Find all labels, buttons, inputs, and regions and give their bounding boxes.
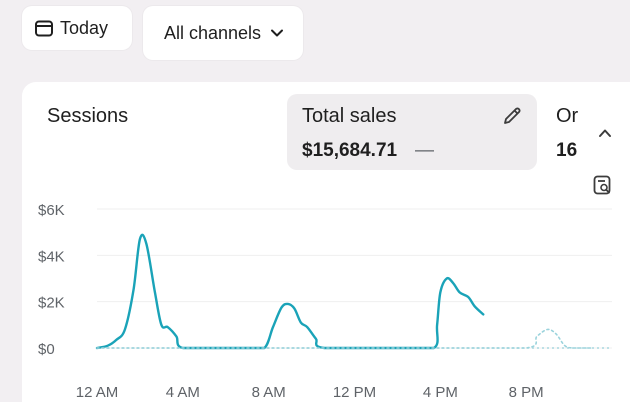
chevron-down-icon [269, 25, 285, 41]
total-sales-value: $15,684.71 [302, 140, 398, 161]
analytics-card: Sessions Total sales $15,684.71 — Or 16 … [22, 82, 630, 402]
sales-series-line [95, 233, 485, 350]
x-tick-label: 8 AM [252, 384, 286, 401]
x-tick-label: 12 PM [333, 384, 376, 401]
date-filter-label: Today [60, 17, 109, 38]
date-filter-button[interactable]: Today [22, 6, 132, 50]
channel-filter-dropdown[interactable]: All channels [143, 6, 303, 60]
total-sales-tab[interactable]: Total sales $15,684.71 — [287, 94, 537, 170]
total-sales-label: Total sales [302, 105, 397, 127]
x-tick-label: 4 AM [166, 384, 200, 401]
x-tick-label: 8 PM [509, 384, 544, 401]
sales-line-chart: $6K $4K $2K $0 12 AM 4 AM 8 AM 12 PM 4 PM 8 PM [38, 202, 612, 401]
channel-filter-label: All channels [164, 22, 262, 43]
y-tick-label: $6K [38, 202, 65, 219]
orders-tab-label[interactable]: Or [556, 105, 579, 127]
pencil-icon[interactable] [500, 104, 524, 128]
y-tick-label: $2K [38, 295, 65, 312]
chevron-up-icon[interactable] [594, 122, 616, 144]
y-tick-label: $4K [38, 248, 65, 265]
comparison-series-line [96, 328, 592, 349]
report-search-icon[interactable] [591, 173, 615, 197]
sessions-tab[interactable]: Sessions [47, 105, 129, 127]
total-sales-change: — [415, 140, 434, 161]
orders-tab-value: 16 [556, 140, 578, 161]
calendar-icon [34, 18, 54, 38]
x-tick-label: 12 AM [76, 384, 119, 401]
y-tick-label: $0 [38, 341, 55, 358]
x-tick-label: 4 PM [423, 384, 458, 401]
